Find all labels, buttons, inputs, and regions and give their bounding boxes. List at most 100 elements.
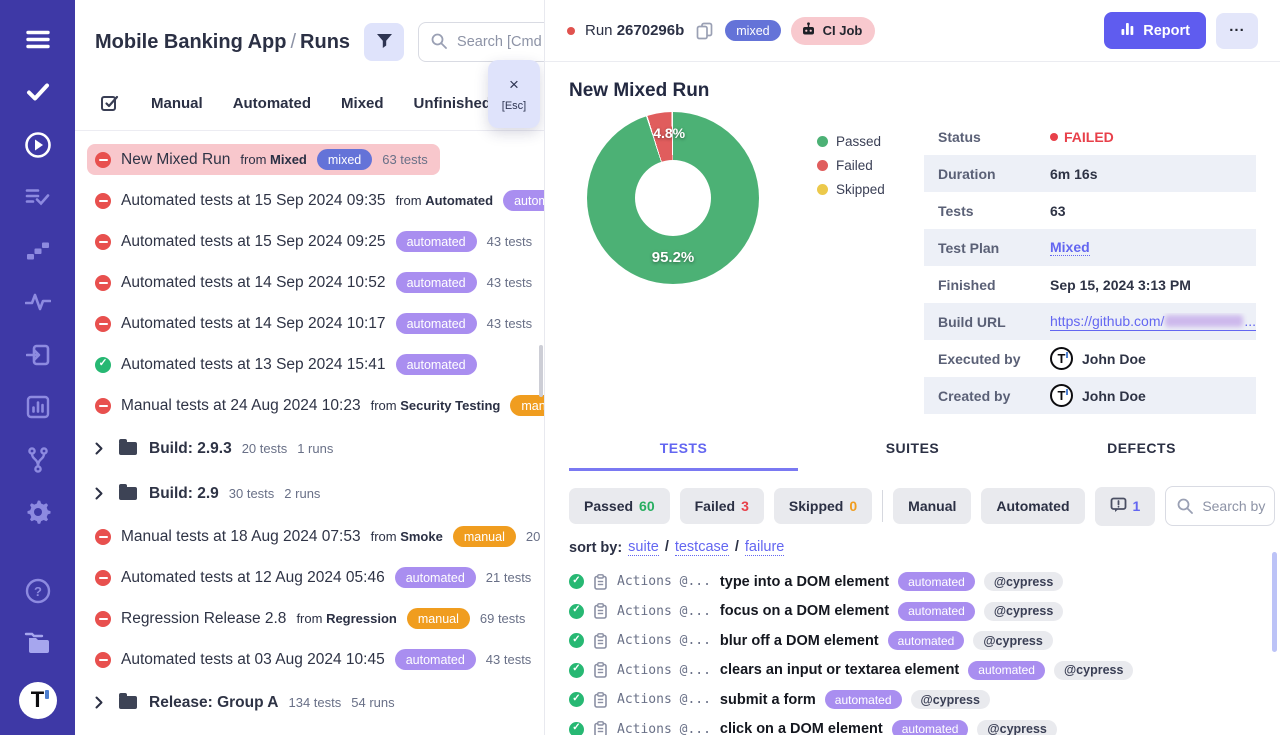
runs-search	[418, 22, 544, 62]
test-title[interactable]: clears an input or textarea element	[719, 662, 960, 679]
run-list-item[interactable]: Automated tests at 15 Sep 2024 09:25 fro…	[95, 221, 544, 262]
run-list-item[interactable]: New Mixed Run from Mixed mixed 63 tests	[87, 139, 544, 180]
project-title[interactable]: Mobile Banking App	[95, 30, 287, 53]
help-icon[interactable]: ?	[24, 577, 52, 604]
test-title[interactable]: submit a form	[719, 691, 816, 708]
automated-filter-button[interactable]: Automated	[981, 488, 1085, 524]
ci-job-chip[interactable]: CI Job	[790, 16, 876, 45]
right-scrollbar-thumb[interactable]	[1272, 552, 1277, 652]
redacted-url-segment	[1165, 314, 1244, 327]
detail-label: Finished	[938, 276, 996, 293]
comment-icon	[1110, 497, 1127, 516]
run-list-item[interactable]: Manual tests at 24 Aug 2024 10:23 from S…	[95, 385, 544, 426]
import-icon[interactable]	[24, 341, 52, 368]
test-title[interactable]: focus on a DOM element	[719, 603, 890, 620]
test-list-item[interactable]: Actions @... clears an input or textarea…	[569, 656, 1256, 686]
run-source: from Security Testing	[370, 398, 501, 413]
chevron-right-icon[interactable]	[95, 696, 103, 709]
test-tag-badge: @cypress	[983, 601, 1064, 621]
app-logo[interactable]: T	[18, 681, 57, 720]
pulse-icon[interactable]	[24, 289, 52, 316]
chevron-right-icon[interactable]	[95, 442, 103, 455]
test-suite-name[interactable]: Actions @...	[617, 603, 711, 619]
run-list-item[interactable]: Manual tests at 18 Aug 2024 07:53 from S…	[95, 516, 544, 557]
test-suite-name[interactable]: Actions @...	[617, 692, 711, 708]
run-list-item[interactable]: Automated tests at 14 Sep 2024 10:52 fro…	[95, 262, 544, 303]
test-list-item[interactable]: Actions @... submit a form automated @cy…	[569, 685, 1256, 715]
run-filter-tab[interactable]: Unfinished	[413, 94, 492, 112]
copy-icon[interactable]	[694, 20, 715, 42]
report-button[interactable]: Report	[1104, 12, 1206, 49]
test-list-item[interactable]: Actions @... blur off a DOM element auto…	[569, 626, 1256, 656]
test-title[interactable]: blur off a DOM element	[719, 632, 879, 649]
test-suite-name[interactable]: Actions @...	[617, 662, 711, 678]
test-plans-icon[interactable]	[24, 184, 52, 211]
run-list-item[interactable]: Build: 2.9.3 from 20 tests 1 runs	[95, 426, 544, 471]
status-filter-button[interactable]: Skipped 0	[773, 488, 873, 524]
testcase-icon	[593, 573, 608, 590]
branch-icon[interactable]	[24, 446, 52, 473]
test-search-input[interactable]	[1165, 486, 1276, 526]
run-list-item[interactable]: Automated tests at 13 Sep 2024 15:41 fro…	[95, 344, 544, 385]
menu-icon[interactable]	[24, 26, 52, 53]
test-plan-link[interactable]: Mixed	[1050, 239, 1090, 256]
run-list-item[interactable]: Automated tests at 03 Aug 2024 10:45 fro…	[95, 639, 544, 680]
test-list-item[interactable]: Actions @... type into a DOM element aut…	[569, 567, 1256, 597]
run-list-item[interactable]: Release: Group A from 134 tests 54 runs	[95, 680, 544, 725]
status-filter-button[interactable]: Failed 3	[679, 488, 764, 524]
steps-icon[interactable]	[24, 236, 52, 263]
test-suite-name[interactable]: Actions @...	[617, 721, 711, 735]
run-runs-count: 54 runs	[351, 695, 395, 710]
tests-check-icon[interactable]	[24, 78, 52, 105]
run-list-item[interactable]: Automated tests at 14 Sep 2024 10:17 fro…	[95, 303, 544, 344]
left-scrollbar-thumb[interactable]	[539, 345, 543, 397]
failed-icon	[95, 528, 111, 545]
search-input[interactable]	[418, 22, 544, 62]
detail-tab[interactable]: TESTS	[569, 440, 798, 471]
status-filter-button[interactable]: Passed 60	[569, 488, 670, 524]
analytics-icon[interactable]	[24, 394, 52, 421]
detail-tab[interactable]: DEFECTS	[1107, 440, 1176, 456]
run-filter-tab[interactable]: Manual	[151, 94, 203, 112]
run-title: Automated tests at 03 Aug 2024 10:45	[121, 650, 385, 668]
test-suite-name[interactable]: Actions @...	[617, 574, 711, 590]
test-suite-name[interactable]: Actions @...	[617, 633, 711, 649]
select-all-icon[interactable]	[99, 92, 121, 114]
test-title[interactable]: click on a DOM element	[719, 721, 883, 735]
detail-tab[interactable]: SUITES	[885, 440, 940, 456]
test-passed-icon	[569, 603, 584, 619]
test-tag-badge: @cypress	[977, 719, 1057, 735]
folder-icon	[119, 439, 137, 455]
runs-play-icon[interactable]	[24, 131, 52, 159]
run-filter-tab[interactable]: Automated	[232, 94, 312, 112]
comments-filter-button[interactable]: 1	[1094, 486, 1156, 526]
donut-chart	[587, 112, 759, 284]
run-list-item[interactable]: Build: 2.9 from 30 tests 2 runs	[95, 471, 544, 516]
run-list-item[interactable]: Automated tests at 15 Sep 2024 09:35 fro…	[95, 180, 544, 221]
run-tests-count: 43 tests	[486, 234, 533, 249]
run-list-item[interactable]: Automated tests at 12 Aug 2024 05:46 fro…	[95, 557, 544, 598]
test-type-badge: automated	[887, 631, 965, 651]
sort-option-link[interactable]: testcase	[674, 539, 729, 556]
chevron-right-icon[interactable]	[95, 487, 103, 500]
sort-option-link[interactable]: suite	[628, 539, 659, 556]
run-list-item[interactable]: Regression Release 2.8 from Regression m…	[95, 598, 544, 639]
settings-icon[interactable]	[24, 499, 52, 526]
close-esc-button[interactable]: × [Esc]	[488, 60, 540, 128]
test-list-item[interactable]: Actions @... click on a DOM element auto…	[569, 715, 1256, 735]
run-id: Run 2670296b	[585, 22, 685, 39]
manual-filter-button[interactable]: Manual	[893, 488, 972, 524]
svg-text:?: ?	[34, 584, 42, 599]
test-type-badge: automated	[898, 601, 975, 621]
sort-option-link[interactable]: failure	[744, 539, 785, 556]
filter-button[interactable]	[364, 23, 405, 61]
projects-icon[interactable]	[24, 629, 52, 656]
run-source: from Automated	[395, 193, 494, 208]
test-title[interactable]: type into a DOM element	[719, 573, 890, 590]
run-runs-count: 1 runs	[297, 441, 334, 456]
run-filter-tab[interactable]: Mixed	[341, 94, 384, 112]
build-url-link[interactable]: https://github.com/...	[1050, 312, 1256, 331]
test-list-item[interactable]: Actions @... focus on a DOM element auto…	[569, 597, 1256, 627]
left-panel-header: Mobile Banking App / Runs	[75, 0, 544, 72]
more-options-button[interactable]: ...	[1216, 12, 1258, 49]
